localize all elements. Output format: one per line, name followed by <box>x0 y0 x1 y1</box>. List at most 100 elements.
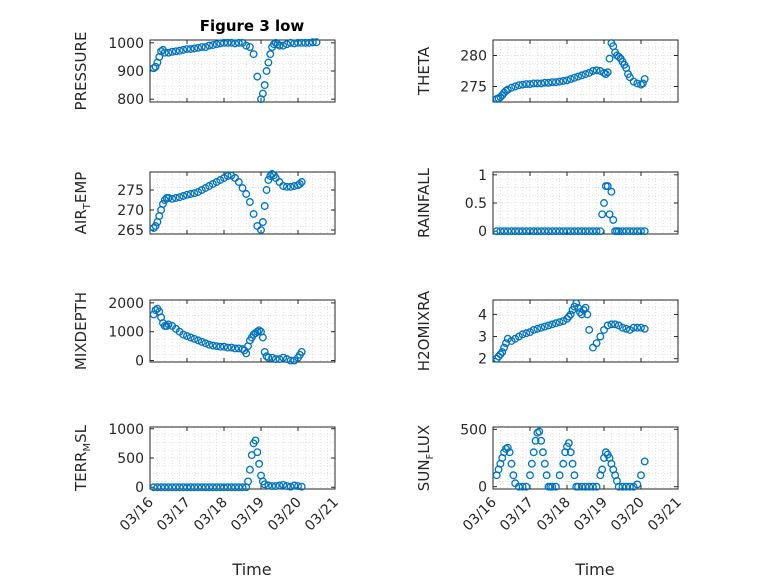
data-point <box>262 352 271 361</box>
y-tick-label: 900 <box>117 64 144 80</box>
data-point <box>183 45 191 53</box>
data-point <box>179 330 188 339</box>
data-point <box>559 459 568 468</box>
data-point <box>194 483 203 492</box>
grid <box>149 427 336 489</box>
data-point <box>503 85 512 94</box>
data-point <box>149 64 158 73</box>
data-point <box>223 343 232 352</box>
data-point <box>637 323 645 332</box>
data-point <box>564 439 573 448</box>
y-axis-label: RAINFALL <box>415 167 433 238</box>
data-point <box>312 38 321 47</box>
y-tick-label: 0 <box>135 354 144 370</box>
y-axis-label: H2OMIXRA <box>415 290 433 371</box>
data-point <box>637 80 645 89</box>
data-point <box>518 330 527 339</box>
data-point <box>157 483 166 492</box>
subplot-rainfall: 0 0.5 1 RAINFALL <box>415 167 679 240</box>
data-point <box>603 68 612 77</box>
data-point <box>559 227 568 236</box>
data-point <box>179 45 188 54</box>
data-point <box>227 38 236 47</box>
data-point <box>583 310 592 319</box>
data-point <box>205 340 214 349</box>
data-point <box>257 226 265 234</box>
data-point <box>514 227 523 236</box>
data-point <box>614 482 623 491</box>
data-point <box>539 448 547 457</box>
series-markers <box>492 39 649 103</box>
subplot-pressure: 800 900 1000 PRESSURE <box>72 32 336 110</box>
data-point <box>507 459 516 468</box>
data-point <box>183 332 191 340</box>
data-point <box>563 227 571 236</box>
data-point <box>282 355 291 364</box>
y-axis-label: SUNFLUX <box>415 425 436 491</box>
data-point <box>498 348 507 356</box>
data-point <box>275 41 284 50</box>
data-point <box>208 341 217 350</box>
data-point <box>518 227 527 236</box>
data-point <box>164 48 173 57</box>
y-tick-label: 0 <box>478 480 487 496</box>
data-point <box>492 227 501 236</box>
data-point <box>160 48 169 57</box>
data-point <box>585 325 594 334</box>
data-point <box>164 320 173 329</box>
data-point <box>231 39 240 48</box>
data-point <box>260 202 269 210</box>
x-tick-label: 03/19 <box>228 495 268 535</box>
data-point <box>271 482 280 491</box>
data-point <box>598 465 607 474</box>
data-point <box>526 471 534 480</box>
data-point <box>601 448 610 457</box>
data-point <box>223 483 232 492</box>
data-point <box>264 58 273 67</box>
data-point <box>605 54 614 63</box>
data-point <box>618 227 627 236</box>
y-axis-label: TERRMSL <box>72 424 93 492</box>
data-point <box>179 192 188 200</box>
data-point <box>168 47 177 56</box>
data-point <box>507 227 516 236</box>
x-tick-label: 03/19 <box>571 495 611 535</box>
data-point <box>275 481 284 490</box>
data-point <box>231 344 240 353</box>
data-point <box>588 67 597 75</box>
data-point <box>255 459 264 468</box>
x-tick-label: 03/17 <box>154 495 194 535</box>
data-point <box>253 327 262 336</box>
data-point <box>574 72 583 81</box>
x-tick-label: 03/17 <box>497 495 537 535</box>
y-tick-label: 3 <box>478 330 487 346</box>
data-point <box>581 70 590 79</box>
data-point <box>551 78 560 87</box>
x-tick-label: 03/18 <box>534 495 574 535</box>
data-point <box>171 194 180 202</box>
data-point <box>618 323 627 332</box>
data-point <box>231 483 240 492</box>
data-point <box>496 227 505 236</box>
data-point <box>572 299 581 308</box>
axes-box <box>492 426 679 490</box>
data-point <box>282 40 291 49</box>
data-point <box>507 83 516 92</box>
data-point <box>629 77 638 86</box>
data-point <box>216 483 225 492</box>
data-point <box>279 353 288 362</box>
data-point <box>622 482 631 491</box>
data-point <box>268 482 277 491</box>
data-point <box>625 482 634 491</box>
y-tick-label: 1000 <box>108 325 144 341</box>
data-point <box>544 227 553 236</box>
data-point <box>244 477 252 486</box>
y-tick-label: 800 <box>117 92 144 108</box>
data-point <box>614 227 623 236</box>
data-point <box>197 43 206 51</box>
data-point <box>216 39 225 48</box>
data-point <box>266 50 275 59</box>
data-point <box>540 322 549 331</box>
data-point <box>570 227 579 236</box>
